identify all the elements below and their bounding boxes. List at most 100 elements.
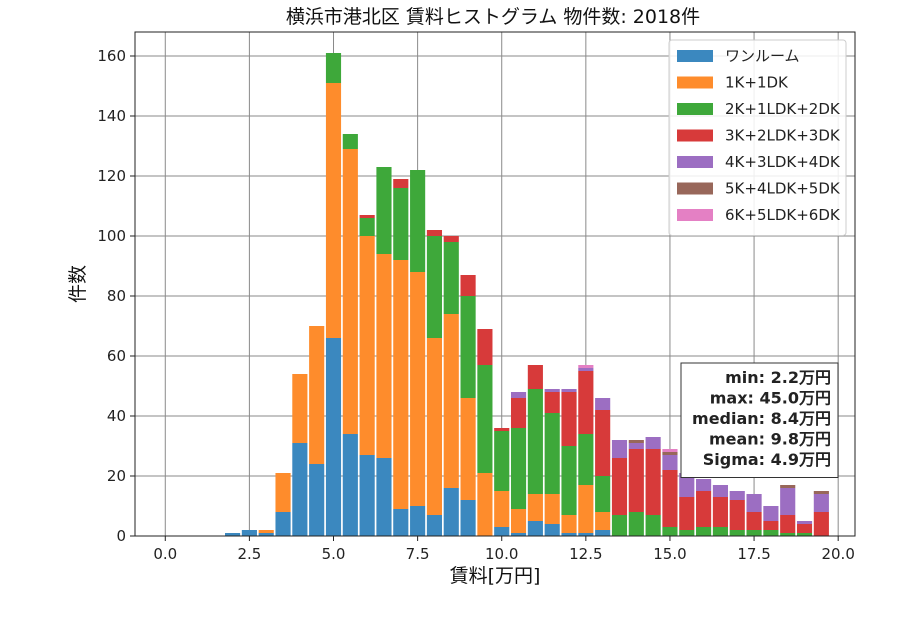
bar-s2-b11 [410, 170, 426, 272]
bar-s2-b14 [460, 296, 476, 398]
stats-line-3: mean: 9.8万円 [709, 430, 831, 449]
bar-s2-b28 [696, 527, 712, 536]
bar-s2-b30 [729, 530, 745, 536]
x-tick-label-3: 7.5 [406, 545, 430, 563]
bar-s3-b13 [443, 236, 459, 242]
legend-swatch-2 [677, 103, 713, 115]
legend-label-0: ワンルーム [725, 47, 800, 65]
bar-s0-b0 [225, 533, 241, 536]
bar-s4-b17 [510, 392, 527, 398]
stats-line-0: min: 2.2万円 [725, 368, 831, 387]
legend-label-4: 4K+3LDK+4DK [725, 153, 841, 171]
stats-line-4: Sigma: 4.9万円 [703, 450, 831, 469]
bar-s2-b7 [342, 134, 358, 149]
bar-s1-b19 [544, 494, 560, 524]
bar-s2-b13 [443, 242, 459, 314]
bar-s3-b10 [393, 179, 409, 188]
bar-s2-b25 [645, 515, 661, 536]
bar-s2-b31 [746, 530, 762, 536]
bar-s1-b9 [376, 254, 392, 458]
bar-s4-b32 [763, 506, 779, 521]
y-tick-label-0: 0 [116, 527, 126, 545]
x-tick-label-0: 0.0 [153, 545, 177, 563]
stats-box-frame [680, 362, 839, 478]
bar-s0-b20 [561, 533, 577, 536]
bar-s0-b2 [258, 533, 274, 536]
bar-s4-b23 [611, 440, 628, 458]
bar-s2-b20 [561, 446, 577, 515]
bar-s1-b21 [578, 485, 594, 533]
bar-s2-b10 [393, 188, 409, 260]
bar-s0-b8 [359, 455, 375, 536]
bar-s0-b17 [510, 533, 527, 536]
bar-s4-b21 [578, 368, 594, 371]
bar-s2-b22 [595, 476, 611, 512]
bar-s0-b4 [292, 443, 308, 536]
bar-s3-b16 [494, 428, 510, 431]
bar-s0-b9 [376, 458, 392, 536]
bar-s4-b31 [746, 494, 762, 512]
bar-s0-b12 [426, 515, 443, 536]
x-tick-label-8: 20.0 [821, 545, 854, 563]
bar-s4-b30 [729, 491, 745, 500]
x-tick-label-5: 12.5 [569, 545, 602, 563]
y-tick-label-5: 100 [97, 227, 126, 245]
bar-s4-b27 [679, 473, 695, 497]
bar-s3-b34 [796, 524, 813, 533]
x-axis-title: 賃料[万円] [450, 565, 541, 587]
legend-swatch-1 [677, 76, 713, 89]
y-tick-label-7: 140 [97, 107, 126, 125]
bar-s3-b12 [426, 230, 443, 236]
bar-s2-b8 [359, 218, 375, 236]
bar-s2-b9 [376, 167, 392, 254]
bar-s1-b4 [292, 374, 308, 443]
bar-s3-b22 [595, 410, 611, 476]
bar-s0-b5 [309, 464, 325, 536]
stats-line-2: median: 8.4万円 [692, 409, 831, 428]
y-axis-title: 件数 [67, 265, 89, 303]
bar-s3-b15 [477, 329, 493, 365]
x-tick-label-7: 17.5 [737, 545, 770, 563]
bar-s2-b29 [712, 527, 728, 536]
bar-s3-b29 [712, 497, 728, 527]
y-tick-label-4: 80 [107, 287, 126, 305]
bar-s4-b19 [544, 389, 560, 392]
bar-s3-b30 [729, 500, 745, 530]
legend-box [668, 39, 847, 236]
legend-label-3: 3K+2LDK+3DK [725, 127, 841, 145]
bar-s0-b3 [275, 512, 291, 536]
y-tick-label-6: 120 [97, 167, 126, 185]
bar-s3-b18 [527, 365, 543, 389]
bar-s3-b25 [645, 449, 661, 515]
legend-label-6: 6K+5LDK+6DK [725, 206, 841, 224]
bar-s3-b33 [780, 515, 796, 533]
bar-s3-b31 [746, 512, 762, 530]
bar-s3-b21 [578, 371, 594, 434]
bar-s1-b6 [325, 83, 342, 338]
bar-s0-b11 [410, 506, 426, 536]
bar-s2-b32 [763, 530, 779, 536]
bars [225, 53, 829, 536]
bar-s3-b35 [813, 512, 829, 536]
chart-title: 横浜市港北区 賃料ヒストグラム 物件数: 2018件 [286, 6, 700, 28]
bar-s0-b7 [342, 434, 358, 536]
bar-s3-b28 [696, 491, 712, 527]
bar-s3-b8 [359, 215, 375, 218]
bar-s3-b23 [611, 458, 628, 515]
bar-s1-b14 [460, 398, 476, 500]
legend: ワンルーム 1K+1DK 2K+1LDK+2DK 3K+2LDK+3DK 4K+3LDK… [668, 39, 847, 236]
bar-s0-b1 [241, 530, 257, 536]
bar-s2-b18 [527, 389, 543, 494]
bar-s0-b21 [578, 533, 594, 536]
bar-s1-b7 [342, 149, 358, 434]
bar-s2-b12 [426, 236, 443, 338]
bar-s3-b14 [460, 275, 476, 296]
x-tick-label-2: 5.0 [322, 545, 346, 563]
bar-s0-b13 [443, 488, 459, 536]
bar-s2-b15 [477, 365, 493, 473]
bar-s1-b8 [359, 236, 375, 455]
x-tick-label-4: 10.0 [485, 545, 518, 563]
bar-s0-b18 [527, 521, 543, 536]
